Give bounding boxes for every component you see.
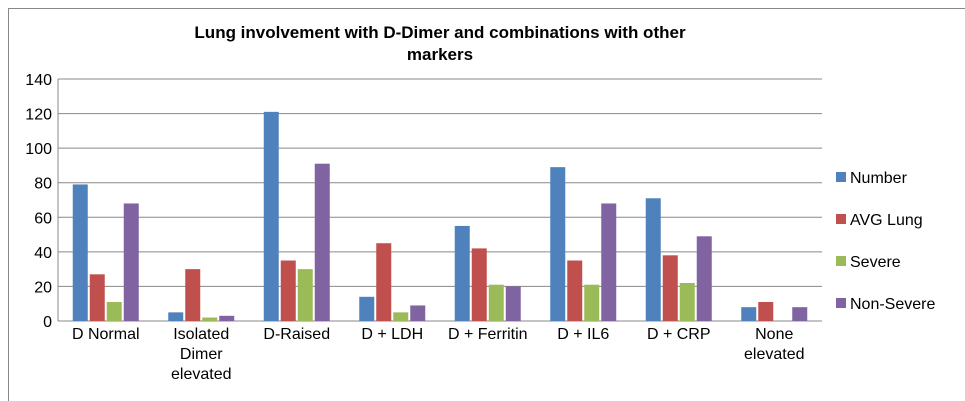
bar <box>550 167 566 321</box>
bar <box>696 236 712 321</box>
bar <box>393 312 409 321</box>
bar <box>168 312 184 321</box>
x-tick-label: None elevated <box>744 326 805 363</box>
frame <box>8 8 965 401</box>
bar <box>567 260 583 321</box>
legend-label: Severe <box>850 254 901 271</box>
x-tick-label: Isolated Dimer elevated <box>171 326 232 383</box>
x-tick-label: D + LDH <box>361 326 424 343</box>
bar <box>679 282 695 321</box>
x-tick-label: D + IL6 <box>557 326 610 343</box>
legend-label: Non-Severe <box>850 296 935 313</box>
bar <box>123 203 139 321</box>
bar <box>219 315 235 321</box>
bar <box>645 198 661 321</box>
bar <box>280 260 296 321</box>
bar <box>488 284 504 321</box>
bar <box>297 269 313 321</box>
legend-swatch <box>836 214 846 224</box>
bar <box>376 243 392 321</box>
x-tick-label: D + CRP <box>646 326 711 343</box>
y-tick-label: 120 <box>25 107 52 124</box>
x-tick-label: D + Ferritin <box>447 326 528 343</box>
legend-swatch <box>836 298 846 308</box>
y-tick-label: 80 <box>34 176 52 193</box>
y-tick-label: 0 <box>43 314 52 331</box>
bar <box>758 301 774 321</box>
y-tick-label: 140 <box>25 72 52 89</box>
bar <box>584 284 600 321</box>
bar <box>263 111 279 321</box>
y-tick-label: 60 <box>34 210 52 227</box>
bar <box>410 305 426 321</box>
y-tick-label: 40 <box>34 245 52 262</box>
y-tick-label: 20 <box>34 279 52 296</box>
bar <box>792 307 808 321</box>
legend-label: Number <box>850 170 908 187</box>
bar <box>359 296 375 321</box>
bar <box>106 301 122 321</box>
bar <box>72 184 88 321</box>
chart-title: Lung involvement with D-Dimer and combin… <box>194 23 686 64</box>
bar <box>662 255 678 321</box>
bar <box>89 274 105 321</box>
bar <box>202 317 218 321</box>
bar <box>601 203 617 321</box>
legend-swatch <box>836 256 846 266</box>
bar <box>505 286 521 321</box>
legend-label: AVG Lung <box>850 212 923 229</box>
bar <box>741 307 757 321</box>
y-tick-label: 100 <box>25 141 52 158</box>
legend-swatch <box>836 172 846 182</box>
bar <box>454 225 470 321</box>
bar <box>185 269 201 321</box>
x-tick-label: D Normal <box>71 326 140 343</box>
bar <box>471 248 487 321</box>
x-tick-label: D-Raised <box>263 326 331 343</box>
bar <box>314 163 330 321</box>
